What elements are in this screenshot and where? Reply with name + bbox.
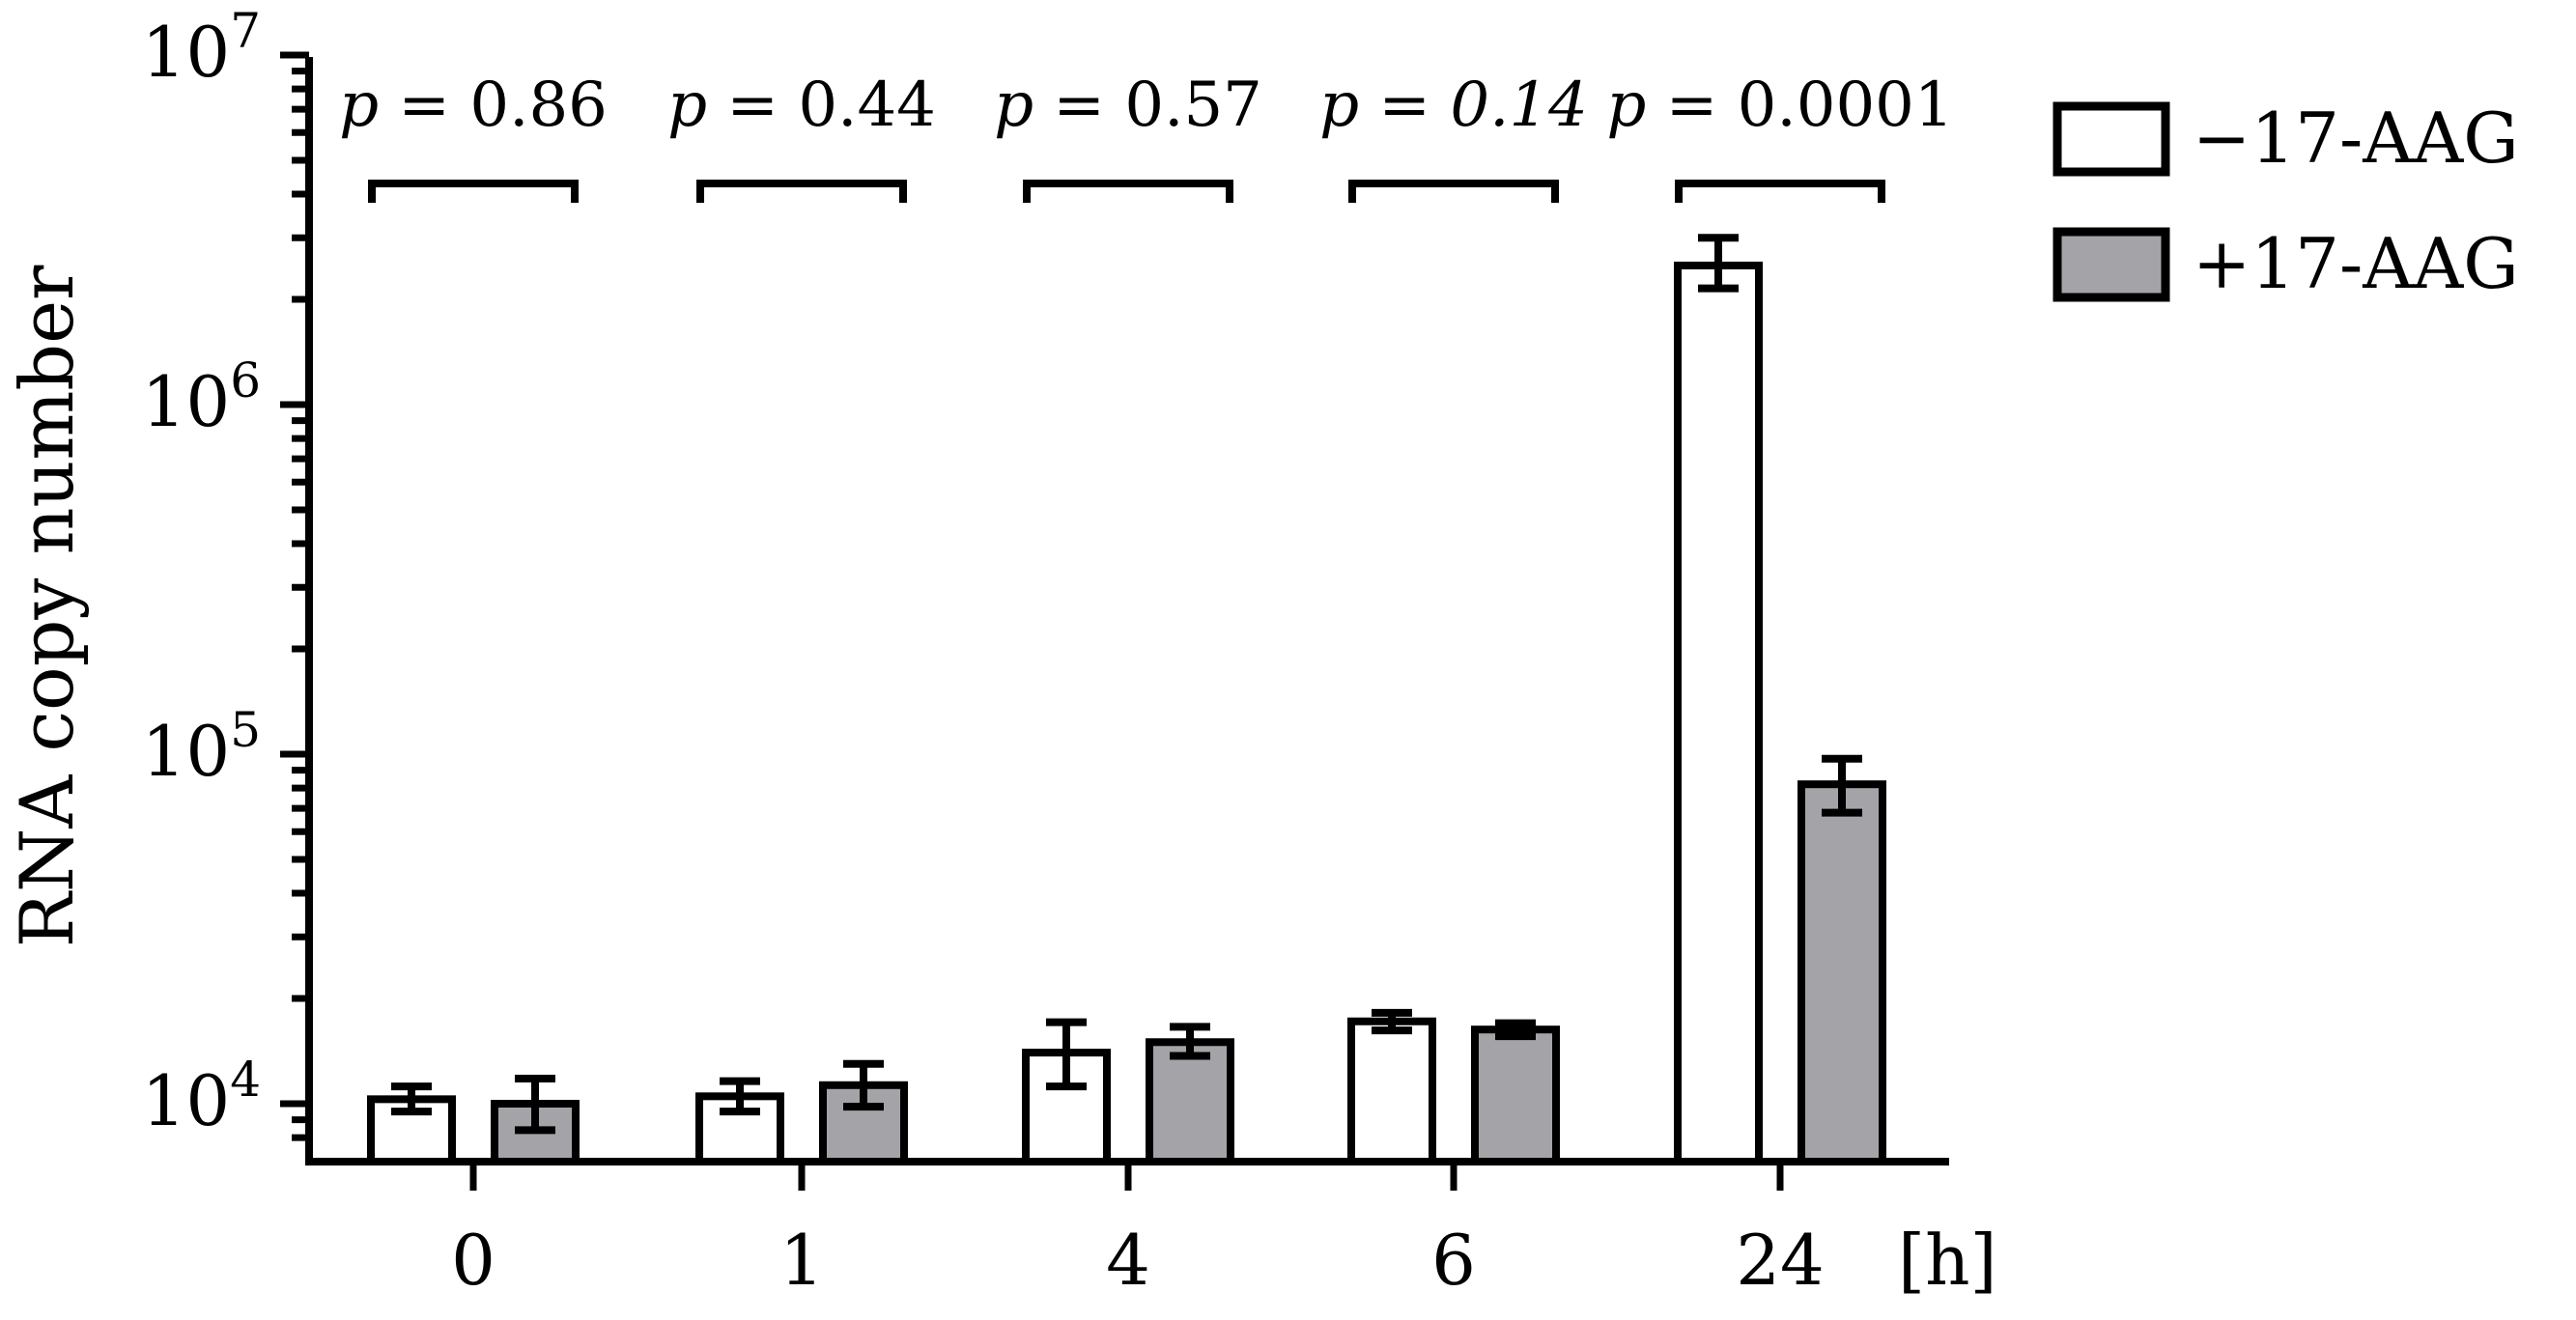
comparison-bracket [372, 183, 575, 203]
y-tick-label: 105 [142, 702, 261, 792]
p-value-brackets: p = 0.86 p = 0.44 p = 0.57 p = 0.14 p = 0.00… [339, 70, 1954, 203]
legend-entry: −17-AAG [2193, 98, 2519, 179]
p-value-label: p = 0.14 [1319, 70, 1588, 141]
bar-plus-24 [1801, 784, 1882, 1162]
bars [371, 266, 1882, 1162]
p-value-label: p = 0.44 [667, 70, 936, 141]
error-bars [391, 238, 1862, 1130]
p-value-label: p = 0.57 [994, 70, 1262, 141]
comparison-bracket [1679, 183, 1882, 203]
x-axis-unit-label: [h] [1898, 1220, 1997, 1301]
y-axis-label: RNA copy number [4, 265, 90, 947]
y-tick-label: 106 [142, 352, 261, 442]
comparison-bracket [700, 183, 903, 203]
p-value-label: p = 0.86 [339, 70, 608, 141]
x-tick-label: 4 [1106, 1220, 1150, 1301]
p-value-label: p = 0.0001 [1606, 70, 1953, 141]
x-tick-label: 24 [1736, 1220, 1825, 1301]
bar-plus-4 [1149, 1042, 1231, 1162]
bar-minus-6 [1351, 1022, 1432, 1162]
bar-minus-24 [1678, 266, 1759, 1162]
y-tick-label: 107 [142, 3, 261, 93]
x-tick-label: 1 [779, 1220, 824, 1301]
legend: −17-AAG +17-AAG [2057, 98, 2519, 304]
legend-swatch [2057, 232, 2166, 297]
legend-entry: +17-AAG [2193, 223, 2519, 304]
legend-swatch [2057, 106, 2166, 172]
comparison-bracket [1027, 183, 1230, 203]
y-tick-label: 104 [142, 1052, 261, 1141]
bar-plus-6 [1475, 1029, 1556, 1162]
x-tick-label: 6 [1431, 1220, 1476, 1301]
comparison-bracket [1352, 183, 1555, 203]
x-tick-label: 0 [451, 1220, 495, 1301]
